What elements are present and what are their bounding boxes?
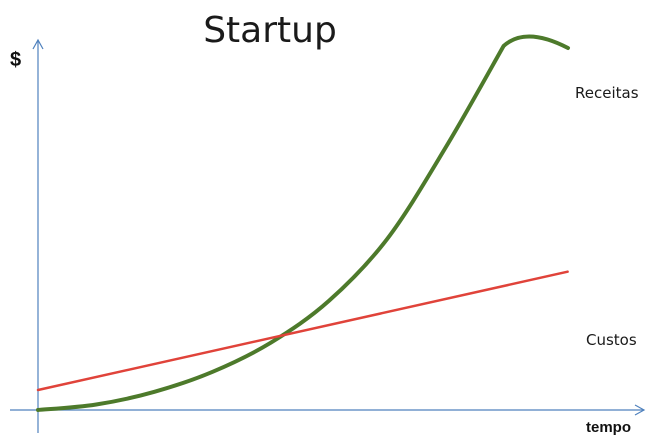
chart-title: Startup xyxy=(203,10,337,51)
series-label-receitas: Receitas xyxy=(575,84,639,102)
series-label-layer: Receitas Custos xyxy=(575,84,639,349)
series-line-receitas xyxy=(36,34,570,412)
series-layer xyxy=(36,34,570,412)
series-line-custos xyxy=(36,270,569,392)
y-axis-label: $ xyxy=(10,49,21,71)
x-axis-label: tempo xyxy=(586,419,631,436)
series-label-custos: Custos xyxy=(586,331,637,349)
